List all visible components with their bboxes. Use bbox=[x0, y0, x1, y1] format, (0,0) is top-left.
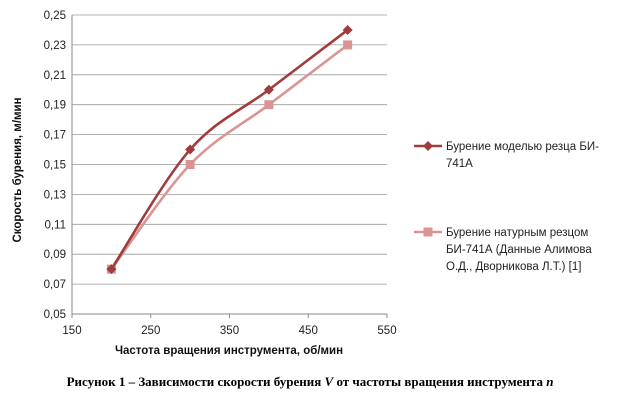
figure-caption: Рисунок 1 – Зависимости скорости бурения… bbox=[0, 374, 620, 390]
y-tick-label: 0,09 bbox=[44, 249, 66, 261]
grid-lines bbox=[72, 14, 387, 315]
y-tick-label: 0,05 bbox=[44, 309, 66, 321]
data-point-series-1 bbox=[106, 264, 117, 275]
data-point-series-2 bbox=[264, 100, 274, 110]
series-line-2 bbox=[110, 43, 349, 270]
x-axis-title: Частота вращения инструмента, об/мин bbox=[115, 345, 343, 357]
caption-text-2: от частоты вращения инструмента bbox=[333, 374, 547, 389]
legend-label-2: Бурение натурным резцом bbox=[446, 227, 588, 239]
legend-marker-1 bbox=[423, 141, 433, 151]
y-tick-label: 0,17 bbox=[44, 130, 66, 142]
x-tick-label: 350 bbox=[220, 325, 239, 337]
data-point-series-1 bbox=[263, 84, 274, 95]
data-point-series-1 bbox=[342, 24, 353, 35]
x-tick-label: 450 bbox=[299, 325, 318, 337]
legend-label-2: БИ-741А (Данные Алимова bbox=[446, 244, 592, 256]
y-tick-label: 0,15 bbox=[44, 160, 66, 172]
y-axis-title: Скорость бурения, м/мин bbox=[12, 97, 24, 242]
data-point-series-1 bbox=[185, 144, 196, 155]
x-tick-label: 150 bbox=[62, 325, 81, 337]
axes bbox=[71, 15, 388, 318]
x-tick-label: 550 bbox=[377, 325, 396, 337]
caption-var-n: n bbox=[546, 374, 554, 389]
y-tick-label: 0,07 bbox=[44, 279, 66, 291]
y-tick-label: 0,11 bbox=[44, 219, 66, 231]
legend-label-1: 741А bbox=[446, 158, 473, 170]
legend-label-1: Бурение моделью резца БИ- bbox=[446, 141, 599, 153]
y-tick-label: 0,13 bbox=[44, 189, 66, 201]
y-tick-label: 0,25 bbox=[44, 10, 66, 22]
x-tick-label: 250 bbox=[141, 325, 160, 337]
series-line-1 bbox=[110, 28, 349, 270]
data-point-series-2 bbox=[185, 160, 195, 169]
legend-label-2: О.Д., Дворникова Л.Т.) [1] bbox=[446, 261, 581, 273]
series-group bbox=[106, 24, 353, 275]
y-tick-label: 0,19 bbox=[44, 100, 66, 112]
caption-text-1: Рисунок 1 – Зависимости скорости бурения bbox=[66, 374, 325, 389]
legend-marker-2 bbox=[423, 227, 433, 237]
y-tick-label: 0,23 bbox=[44, 40, 66, 52]
y-tick-label: 0,21 bbox=[44, 70, 66, 82]
chart: 0,05 0,07 0,09 0,11 0,13 0,15 0,17 0,19 0,21 0,23… bbox=[12, 10, 599, 357]
caption-var-v: V bbox=[324, 374, 334, 389]
legend: Бурение моделью резца БИ- 741А Бурение нат… bbox=[414, 141, 599, 273]
data-point-series-2 bbox=[343, 40, 353, 50]
y-tick-labels: 0,05 0,07 0,09 0,11 0,13 0,15 0,17 0,19 0,21 0,23… bbox=[44, 10, 66, 321]
x-tick-labels: 150 250 350 450 550 bbox=[62, 325, 396, 337]
